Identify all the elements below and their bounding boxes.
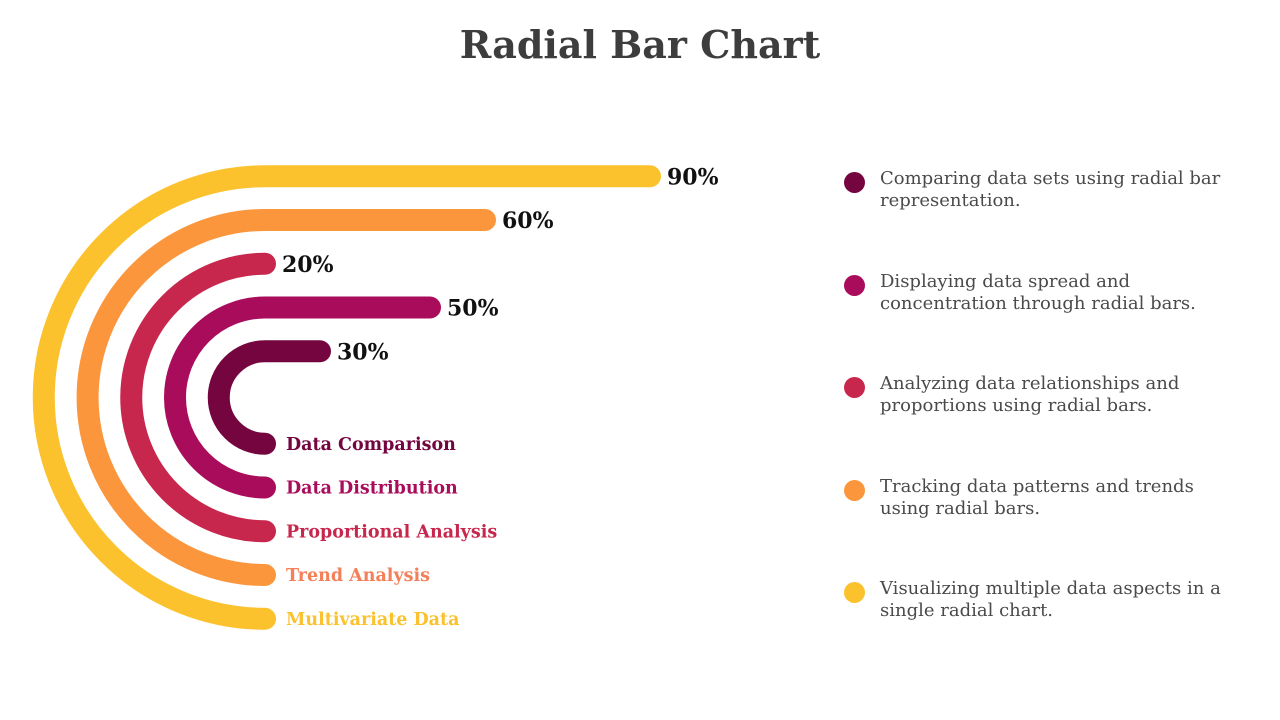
value-label: 90% xyxy=(667,164,719,190)
radial-bar xyxy=(207,340,331,455)
value-label: 60% xyxy=(502,208,554,234)
legend-text: Displaying data spread and concentration… xyxy=(880,270,1196,314)
legend-dot xyxy=(844,582,865,603)
legend-text: Visualizing multiple data aspects in a s… xyxy=(880,578,1221,621)
legend-dot xyxy=(844,274,865,296)
radial-bar xyxy=(76,209,496,586)
category-label: Multivariate Data xyxy=(286,610,459,630)
legend-text: Comparing data sets using radial bar rep… xyxy=(880,168,1221,211)
value-label: 20% xyxy=(282,252,334,278)
value-label: 50% xyxy=(447,296,499,322)
value-label: 30% xyxy=(337,339,389,365)
legend-dot xyxy=(844,377,865,398)
radial-bar xyxy=(32,165,661,630)
category-label: Trend Analysis xyxy=(286,566,430,586)
legend-dot xyxy=(844,479,865,501)
page-title: Radial Bar Chart xyxy=(459,22,821,67)
legend-dot xyxy=(844,172,865,193)
category-label: Data Comparison xyxy=(286,435,456,455)
radial-bar-chart: 90% Multivariate Data 60% Trend Analysis 20%… xyxy=(32,164,719,630)
legend-text: Tracking data patterns and trends using … xyxy=(880,475,1194,519)
radial-bar xyxy=(120,252,276,543)
legend-text: Analyzing data relationships and proport… xyxy=(880,373,1180,416)
radial-bar xyxy=(164,296,441,499)
category-label: Data Distribution xyxy=(286,479,458,499)
category-label: Proportional Analysis xyxy=(286,522,497,542)
